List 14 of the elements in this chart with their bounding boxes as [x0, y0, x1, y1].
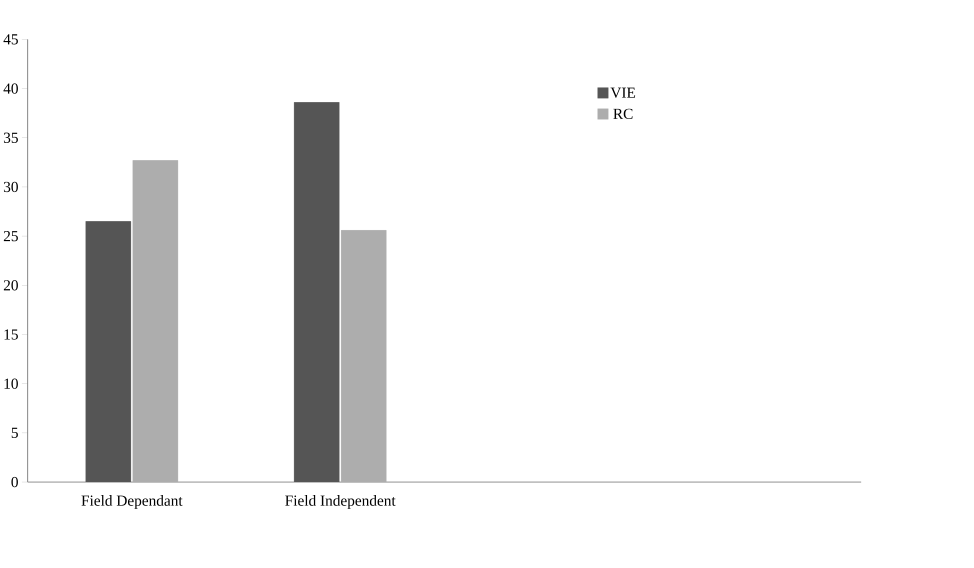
- x-tick-label: Field Independent: [285, 495, 396, 510]
- y-tick-label: 5: [12, 428, 18, 438]
- y-tick-label: 20: [4, 280, 18, 291]
- y-tick-label: 40: [4, 84, 18, 94]
- y-tick-label: 45: [4, 34, 18, 45]
- y-tick-label: 30: [4, 182, 18, 192]
- legend-label: VIE: [610, 88, 636, 98]
- y-tick-label: 10: [4, 378, 18, 390]
- x-tick-label: Field Dependant: [81, 495, 183, 510]
- y-tick-label: 25: [4, 231, 18, 242]
- y-tick-label: 0: [11, 477, 18, 488]
- y-tick-label: 35: [4, 132, 18, 144]
- legend-label: RC: [613, 108, 632, 120]
- y-tick-label: 15: [4, 330, 18, 340]
